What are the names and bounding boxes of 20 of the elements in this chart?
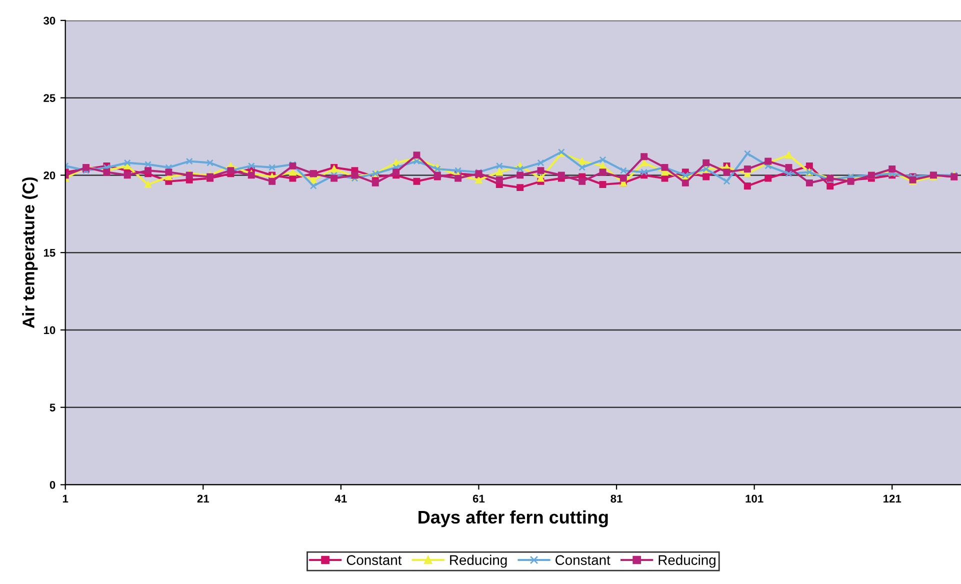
legend-label: Constant — [556, 555, 610, 565]
x-axis-title: Days after fern cutting — [418, 510, 608, 528]
x-tick-label: 21 — [197, 494, 210, 502]
y-tick-label: 0 — [50, 480, 56, 489]
y-tick-label: 25 — [44, 94, 56, 102]
x-tick-label: 121 — [884, 494, 902, 502]
y-tick-label: 10 — [44, 326, 56, 334]
x-tick-label: 101 — [746, 494, 764, 503]
y-tick-label: 30 — [44, 16, 56, 25]
legend-label: Reducing — [658, 554, 716, 568]
x-tick-label: 81 — [610, 494, 622, 503]
y-tick-label: 5 — [50, 404, 56, 412]
legend-label: Constant — [346, 555, 402, 565]
legend-label: Reducing — [450, 554, 507, 568]
x-tick-label: 41 — [334, 494, 347, 502]
y-axis-title: Air temperature (C) — [22, 177, 38, 328]
y-tick-label: 20 — [44, 171, 56, 180]
x-tick-label: 1 — [62, 494, 68, 502]
y-tick-label: 15 — [44, 248, 56, 257]
x-tick-label: 61 — [472, 494, 485, 503]
